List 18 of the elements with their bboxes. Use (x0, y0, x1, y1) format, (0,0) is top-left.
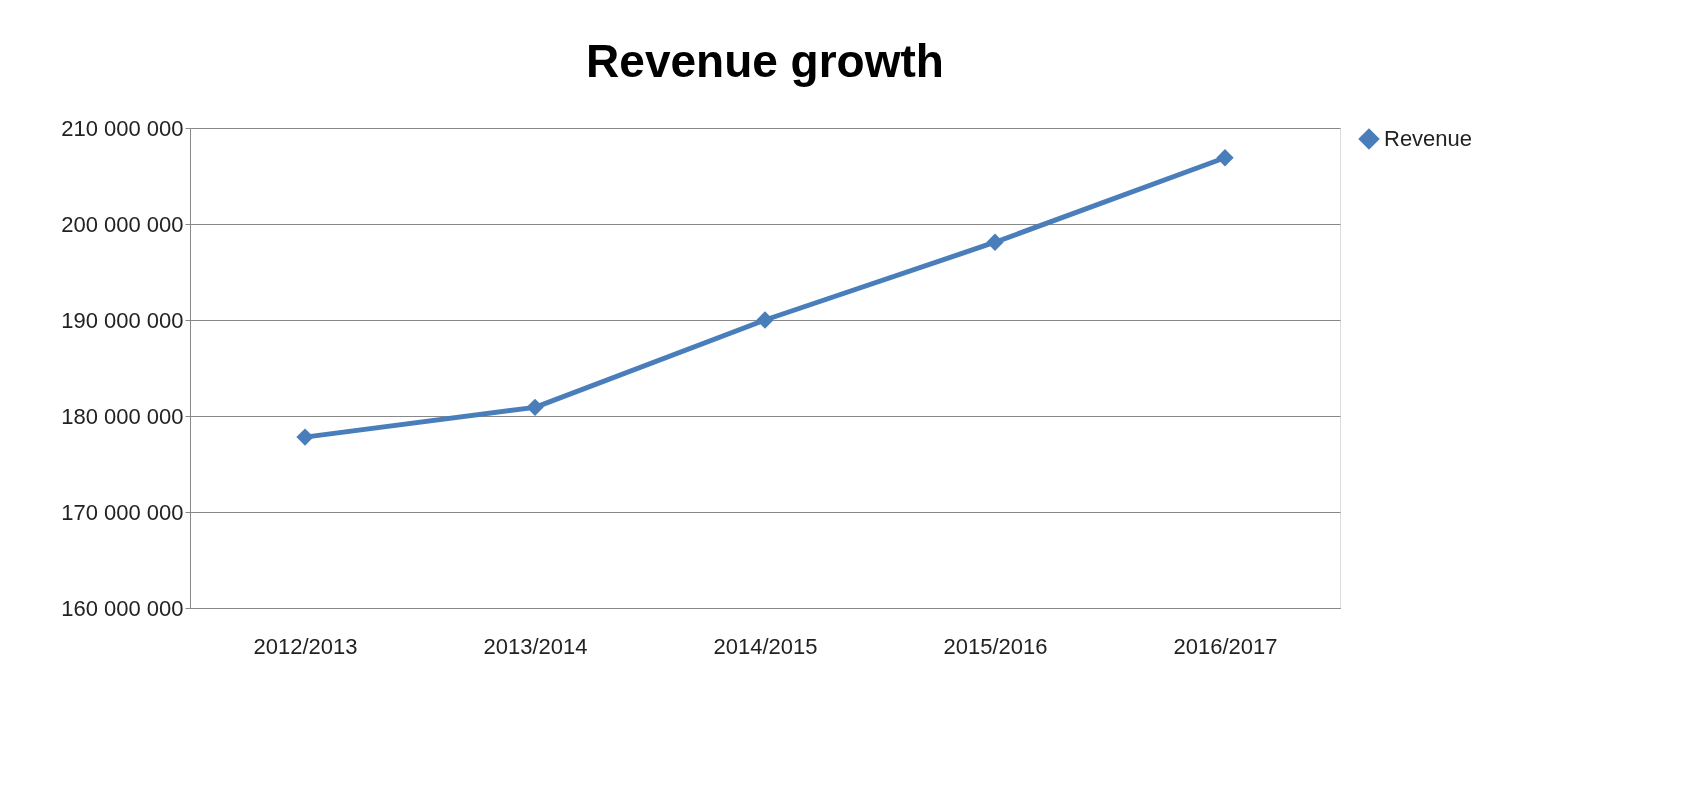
legend-label: Revenue (1384, 126, 1473, 151)
chart-title: Revenue growth (586, 35, 944, 87)
y-tick-label: 200 000 000 (61, 211, 184, 237)
x-tick-label: 2012/2013 (253, 633, 358, 659)
x-tick-label: 2013/2014 (483, 633, 588, 659)
point (1216, 149, 1234, 167)
point (986, 233, 1004, 251)
point (296, 428, 314, 446)
x-tick-label: 2015/2016 (943, 633, 1048, 659)
y-tick-label: 190 000 000 (61, 307, 184, 333)
x-tick-label: 2014/2015 (713, 633, 818, 659)
y-tick-label: 180 000 000 (61, 403, 184, 429)
y-tick-label: 210 000 000 (61, 115, 184, 141)
y-tick-label: 170 000 000 (61, 499, 184, 525)
x-tick-label: 2016/2017 (1173, 633, 1278, 659)
point (526, 398, 544, 417)
y-tick-label: 160 000 000 (61, 595, 184, 621)
point (756, 311, 774, 329)
